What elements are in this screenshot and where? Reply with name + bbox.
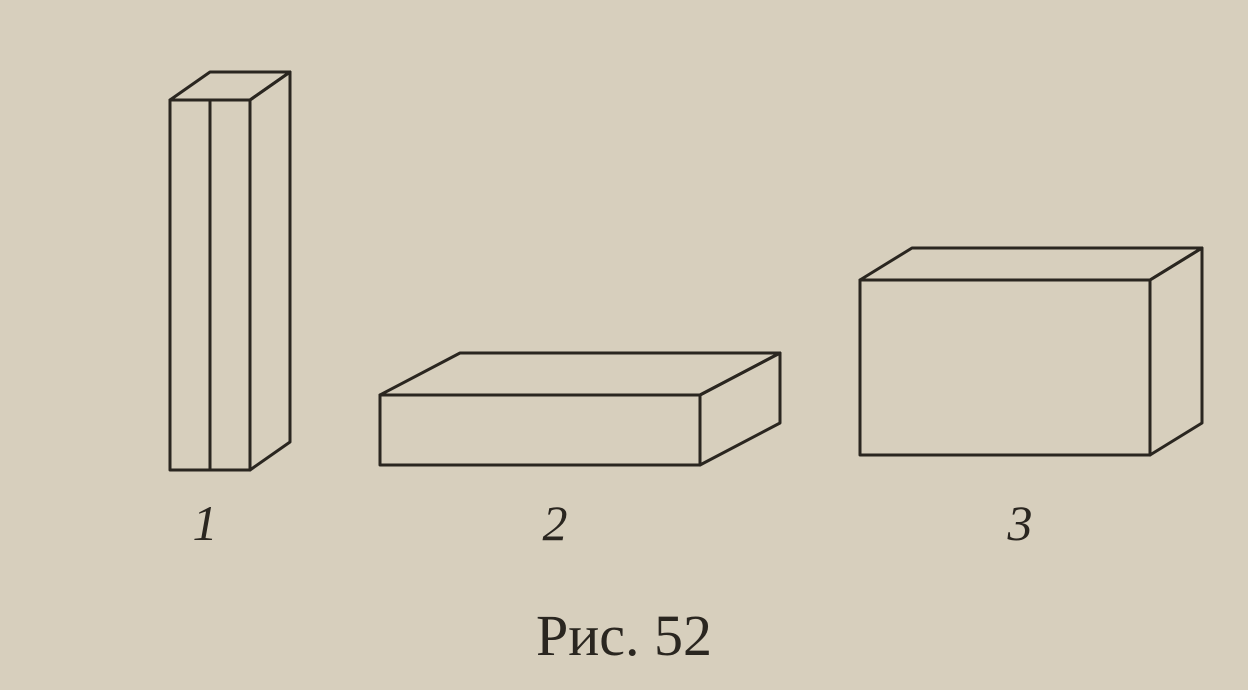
brick-1-label: 1	[193, 495, 218, 551]
figure-52: 1 2 3 Рис. 52	[0, 0, 1248, 690]
figure-caption: Рис. 52	[536, 603, 712, 668]
paper-background	[0, 0, 1248, 690]
brick-2-label: 2	[543, 495, 568, 551]
brick-3-label: 3	[1007, 495, 1033, 551]
